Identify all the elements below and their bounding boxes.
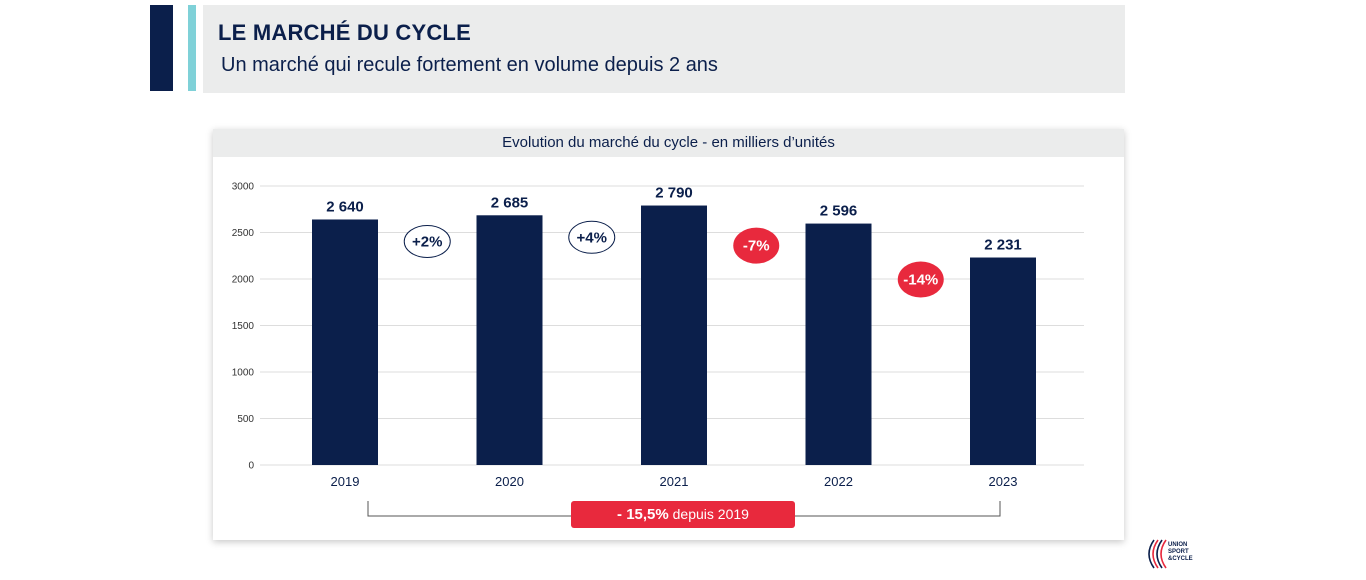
y-tick-label: 2500 <box>232 228 255 239</box>
change-label: +4% <box>577 229 607 246</box>
value-label: 2 640 <box>326 198 364 215</box>
category-label: 2022 <box>824 474 853 489</box>
category-label: 2023 <box>989 474 1018 489</box>
page-subtitle: Un marché qui recule fortement en volume… <box>221 54 718 76</box>
bar <box>970 257 1036 465</box>
value-label: 2 790 <box>655 185 693 202</box>
bar-chart: 0 500 1000 1500 2000 2500 3000 2 640 2019 2 685 20… <box>232 182 1084 517</box>
y-tick-label: 1000 <box>232 368 255 379</box>
bar <box>805 223 872 465</box>
logo-text: UNION SPORT &CYCLE <box>1168 542 1193 563</box>
summary-badge: - 15,5% depuis 2019 <box>571 501 795 528</box>
y-tick-label: 3000 <box>232 182 255 193</box>
header-accent-teal <box>188 5 196 91</box>
change-badge <box>733 227 780 264</box>
category-label: 2020 <box>495 474 524 489</box>
category-label: 2019 <box>331 474 360 489</box>
chart-title-bar: Evolution du marché du cycle - en millie… <box>213 129 1124 157</box>
change-badge <box>897 261 944 298</box>
value-label: 2 596 <box>820 203 858 220</box>
change-badge <box>403 224 451 258</box>
value-label: 2 231 <box>984 237 1022 254</box>
page-title: LE MARCHÉ DU CYCLE <box>218 20 471 45</box>
header: LE MARCHÉ DU CYCLE Un marché qui recule … <box>203 5 1125 93</box>
y-tick-label: 0 <box>248 461 254 472</box>
summary-strong: - 15,5% <box>617 506 669 523</box>
summary-rest: depuis 2019 <box>668 506 749 522</box>
change-label: -14% <box>903 272 938 289</box>
change-label: -7% <box>743 238 770 255</box>
change-badge <box>568 220 616 254</box>
bar <box>476 215 543 465</box>
bar <box>641 205 707 465</box>
y-tick-label: 500 <box>237 414 254 425</box>
logo-line-1: UNION <box>1168 542 1188 548</box>
union-sport-cycle-logo: UNION SPORT &CYCLE <box>1140 536 1215 574</box>
chart-title: Evolution du marché du cycle - en millie… <box>502 134 835 151</box>
logo-line-2: SPORT <box>1168 549 1189 555</box>
header-accent-navy <box>150 5 173 91</box>
chart-card: Evolution du marché du cycle - en millie… <box>213 129 1124 540</box>
logo-line-3: &CYCLE <box>1168 556 1193 562</box>
y-tick-label: 2000 <box>232 275 255 286</box>
bar <box>312 219 378 465</box>
value-label: 2 685 <box>491 194 529 211</box>
y-tick-label: 1500 <box>232 321 255 332</box>
logo-stripes-icon <box>1148 539 1167 569</box>
change-label: +2% <box>412 233 442 250</box>
category-label: 2021 <box>660 474 689 489</box>
